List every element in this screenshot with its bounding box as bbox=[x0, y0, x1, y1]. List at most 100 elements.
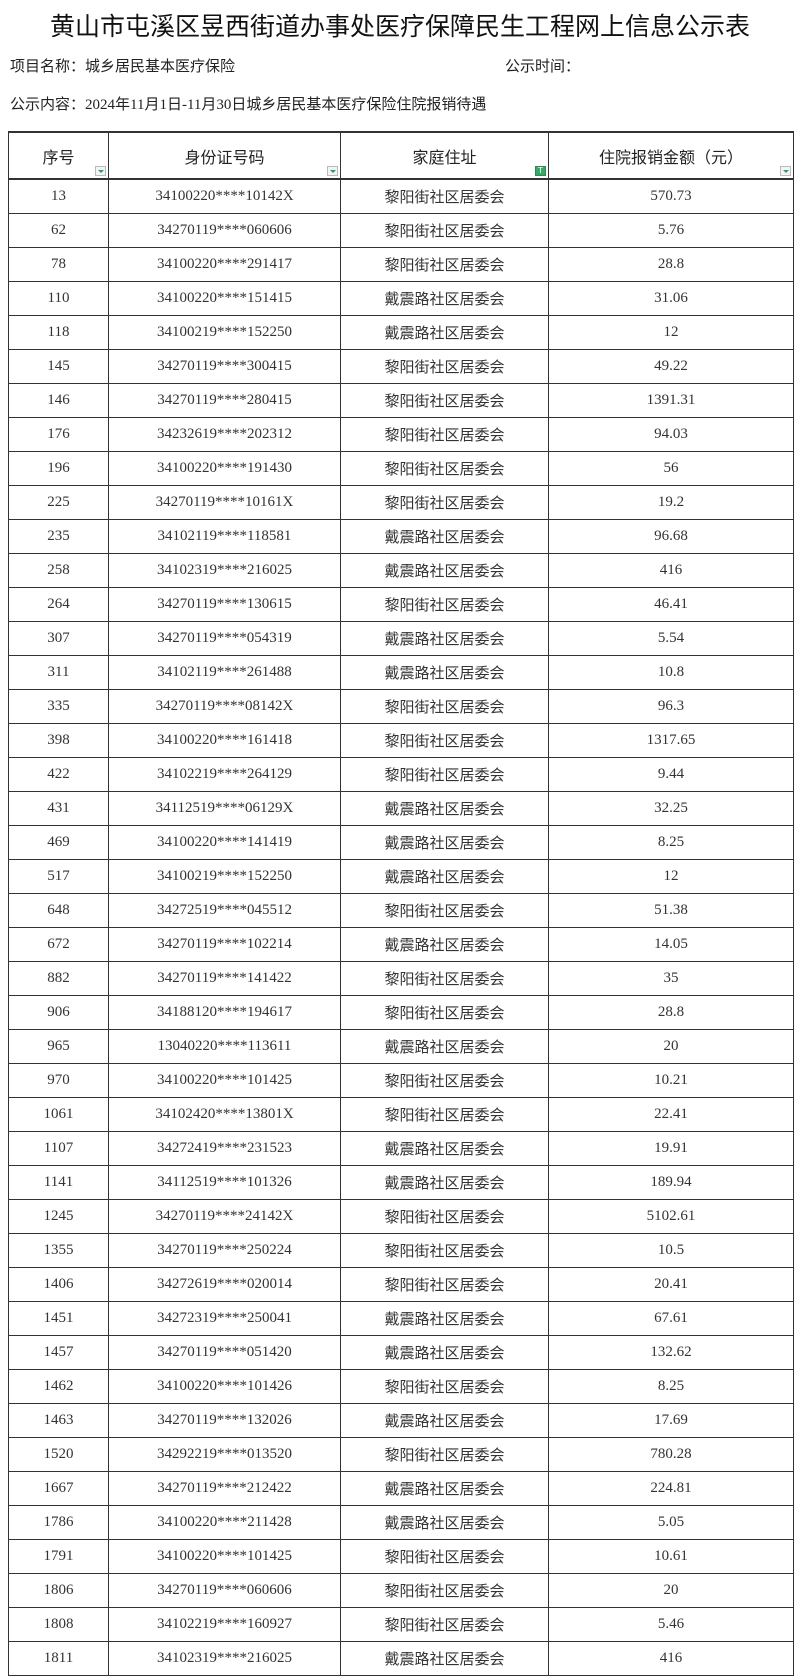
cell-id-number: 34232619****202312 bbox=[108, 417, 341, 452]
cell-address: 戴震路社区居委会 bbox=[340, 1471, 549, 1506]
cell-serial: 648 bbox=[8, 893, 109, 928]
column-label: 住院报销金额（元） bbox=[598, 149, 743, 167]
cell-serial: 1141 bbox=[8, 1165, 109, 1200]
table-row: 1406 34272619****020014 黎阳街社区居委会 20.41 bbox=[8, 1267, 794, 1302]
cell-serial: 1457 bbox=[8, 1335, 109, 1370]
cell-serial: 235 bbox=[8, 519, 109, 554]
cell-address: 黎阳街社区居委会 bbox=[340, 178, 549, 214]
cell-address: 戴震路社区居委会 bbox=[340, 1131, 549, 1166]
cell-amount: 10.5 bbox=[548, 1233, 794, 1268]
table-row: 970 34100220****101425 黎阳街社区居委会 10.21 bbox=[8, 1063, 794, 1098]
cell-address: 黎阳街社区居委会 bbox=[340, 485, 549, 520]
cell-id-number: 34272419****231523 bbox=[108, 1131, 341, 1166]
reimbursement-table: 序号 身份证号码 家庭住址 住院报销金额（元） 1334100220****10… bbox=[8, 131, 794, 1676]
cell-id-number: 34100220****191430 bbox=[108, 451, 341, 486]
table-row: 264 34270119****130615 黎阳街社区居委会 46.41 bbox=[8, 587, 794, 622]
cell-id-number: 34100220****101426 bbox=[108, 1369, 341, 1404]
cell-id-number: 34102319****216025 bbox=[108, 1641, 341, 1676]
table-row: 1811 34102319****216025 戴震路社区居委会 416 bbox=[8, 1641, 794, 1676]
column-header-id: 身份证号码 bbox=[108, 131, 341, 180]
cell-address: 戴震路社区居委会 bbox=[340, 519, 549, 554]
cell-address: 黎阳街社区居委会 bbox=[340, 1233, 549, 1268]
cell-id-number: 34100220****141419 bbox=[108, 825, 341, 860]
cell-amount: 14.05 bbox=[548, 927, 794, 962]
cell-address: 戴震路社区居委会 bbox=[340, 927, 549, 962]
publish-time: 公示时间： bbox=[505, 59, 581, 75]
cell-address: 黎阳街社区居委会 bbox=[340, 587, 549, 622]
cell-amount: 28.8 bbox=[548, 247, 794, 282]
cell-id-number: 34100219****152250 bbox=[108, 859, 341, 894]
cell-id-number: 34272619****020014 bbox=[108, 1267, 341, 1302]
cell-address: 戴震路社区居委会 bbox=[340, 1335, 549, 1370]
table-row: 965 13040220****113611 戴震路社区居委会 20 bbox=[8, 1029, 794, 1064]
cell-amount: 67.61 bbox=[548, 1301, 794, 1336]
cell-serial: 335 bbox=[8, 689, 109, 724]
cell-amount: 224.81 bbox=[548, 1471, 794, 1506]
cell-id-number: 34100220****101425 bbox=[108, 1063, 341, 1098]
cell-id-number: 34100220****291417 bbox=[108, 247, 341, 282]
cell-id-number: 34270119****08142X bbox=[108, 689, 341, 724]
column-header-serial: 序号 bbox=[8, 131, 109, 180]
dropdown-filter-icon[interactable] bbox=[780, 166, 791, 176]
cell-amount: 94.03 bbox=[548, 417, 794, 452]
cell-amount: 570.73 bbox=[548, 178, 794, 214]
cell-amount: 46.41 bbox=[548, 587, 794, 622]
cell-address: 戴震路社区居委会 bbox=[340, 1165, 549, 1200]
dropdown-filter-icon[interactable] bbox=[327, 166, 338, 176]
cell-address: 黎阳街社区居委会 bbox=[340, 1369, 549, 1404]
cell-id-number: 34270119****24142X bbox=[108, 1199, 341, 1234]
table-row: 1791 34100220****101425 黎阳街社区居委会 10.61 bbox=[8, 1539, 794, 1574]
cell-amount: 51.38 bbox=[548, 893, 794, 928]
cell-amount: 35 bbox=[548, 961, 794, 996]
cell-id-number: 34188120****194617 bbox=[108, 995, 341, 1030]
table-row: 145 34270119****300415 黎阳街社区居委会 49.22 bbox=[8, 349, 794, 384]
cell-serial: 196 bbox=[8, 451, 109, 486]
table-row: 882 34270119****141422 黎阳街社区居委会 35 bbox=[8, 961, 794, 996]
cell-serial: 398 bbox=[8, 723, 109, 758]
cell-id-number: 34270119****250224 bbox=[108, 1233, 341, 1268]
cell-amount: 780.28 bbox=[548, 1437, 794, 1472]
cell-address: 黎阳街社区居委会 bbox=[340, 1539, 549, 1574]
cell-amount: 19.2 bbox=[548, 485, 794, 520]
table-row: 311 34102119****261488 戴震路社区居委会 10.8 bbox=[8, 655, 794, 690]
cell-address: 戴震路社区居委会 bbox=[340, 553, 549, 588]
cell-address: 戴震路社区居委会 bbox=[340, 1301, 549, 1336]
table-row: 1141 34112519****101326 戴震路社区居委会 189.94 bbox=[8, 1165, 794, 1200]
cell-amount: 1391.31 bbox=[548, 383, 794, 418]
column-header-address: 家庭住址 bbox=[340, 131, 549, 180]
column-label: 序号 bbox=[42, 149, 75, 167]
cell-address: 黎阳街社区居委会 bbox=[340, 689, 549, 724]
cell-address: 黎阳街社区居委会 bbox=[340, 1199, 549, 1234]
cell-address: 黎阳街社区居委会 bbox=[340, 1437, 549, 1472]
cell-id-number: 34270119****132026 bbox=[108, 1403, 341, 1438]
cell-id-number: 34270119****300415 bbox=[108, 349, 341, 384]
cell-serial: 1520 bbox=[8, 1437, 109, 1472]
table-row: 1808 34102219****160927 黎阳街社区居委会 5.46 bbox=[8, 1607, 794, 1642]
cell-id-number: 34112519****101326 bbox=[108, 1165, 341, 1200]
cell-amount: 9.44 bbox=[548, 757, 794, 792]
active-filter-icon[interactable] bbox=[535, 166, 546, 176]
cell-id-number: 34102420****13801X bbox=[108, 1097, 341, 1132]
cell-serial: 1462 bbox=[8, 1369, 109, 1404]
cell-serial: 1355 bbox=[8, 1233, 109, 1268]
cell-serial: 1808 bbox=[8, 1607, 109, 1642]
cell-id-number: 34112519****06129X bbox=[108, 791, 341, 826]
cell-id-number: 34100220****151415 bbox=[108, 281, 341, 316]
table-row: 906 34188120****194617 黎阳街社区居委会 28.8 bbox=[8, 995, 794, 1030]
cell-address: 戴震路社区居委会 bbox=[340, 655, 549, 690]
table-row: 307 34270119****054319 戴震路社区居委会 5.54 bbox=[8, 621, 794, 656]
cell-serial: 1463 bbox=[8, 1403, 109, 1438]
dropdown-filter-icon[interactable] bbox=[95, 166, 106, 176]
cell-address: 戴震路社区居委会 bbox=[340, 1505, 549, 1540]
cell-amount: 5.05 bbox=[548, 1505, 794, 1540]
cell-address: 黎阳街社区居委会 bbox=[340, 961, 549, 996]
cell-serial: 110 bbox=[8, 281, 109, 316]
table-row: 1457 34270119****051420 戴震路社区居委会 132.62 bbox=[8, 1335, 794, 1370]
cell-id-number: 34292219****013520 bbox=[108, 1437, 341, 1472]
cell-amount: 8.25 bbox=[548, 1369, 794, 1404]
cell-amount: 12 bbox=[548, 859, 794, 894]
cell-address: 黎阳街社区居委会 bbox=[340, 893, 549, 928]
cell-amount: 416 bbox=[548, 1641, 794, 1676]
cell-serial: 62 bbox=[8, 213, 109, 248]
cell-address: 黎阳街社区居委会 bbox=[340, 1063, 549, 1098]
